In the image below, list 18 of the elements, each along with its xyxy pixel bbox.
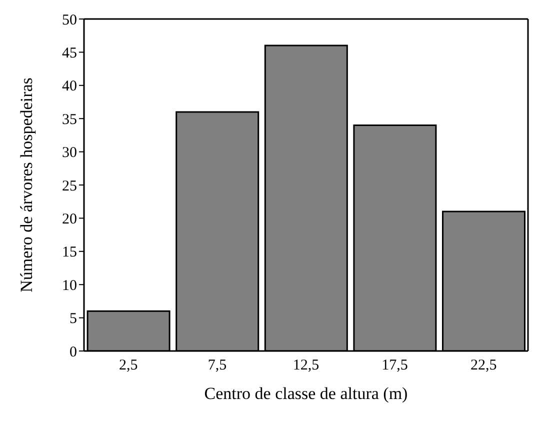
- x-tick-label: 7,5: [208, 358, 227, 374]
- y-axis-title: Número de árvores hospedeiras: [17, 78, 36, 292]
- y-tick-label: 40: [62, 78, 77, 95]
- x-axis-title: Centro de classe de altura (m): [204, 384, 408, 403]
- x-tick-label: 12,5: [292, 358, 320, 374]
- y-tick-label: 15: [62, 244, 77, 261]
- y-tick-label: 20: [62, 212, 77, 228]
- y-tick-label: 30: [62, 145, 77, 162]
- y-tick-label: 45: [62, 46, 77, 62]
- x-tick-label: 2,5: [119, 358, 138, 374]
- y-tick-label: 50: [62, 12, 77, 28]
- x-tick-label: 17,5: [382, 358, 408, 374]
- y-tick-label: 10: [62, 278, 77, 294]
- y-tick-label: 25: [62, 178, 77, 194]
- y-tick-label: 0: [70, 344, 77, 360]
- y-tick-label: 35: [62, 112, 77, 128]
- y-tick-label: 5: [70, 311, 77, 328]
- x-tick-label: 22,5: [470, 358, 497, 374]
